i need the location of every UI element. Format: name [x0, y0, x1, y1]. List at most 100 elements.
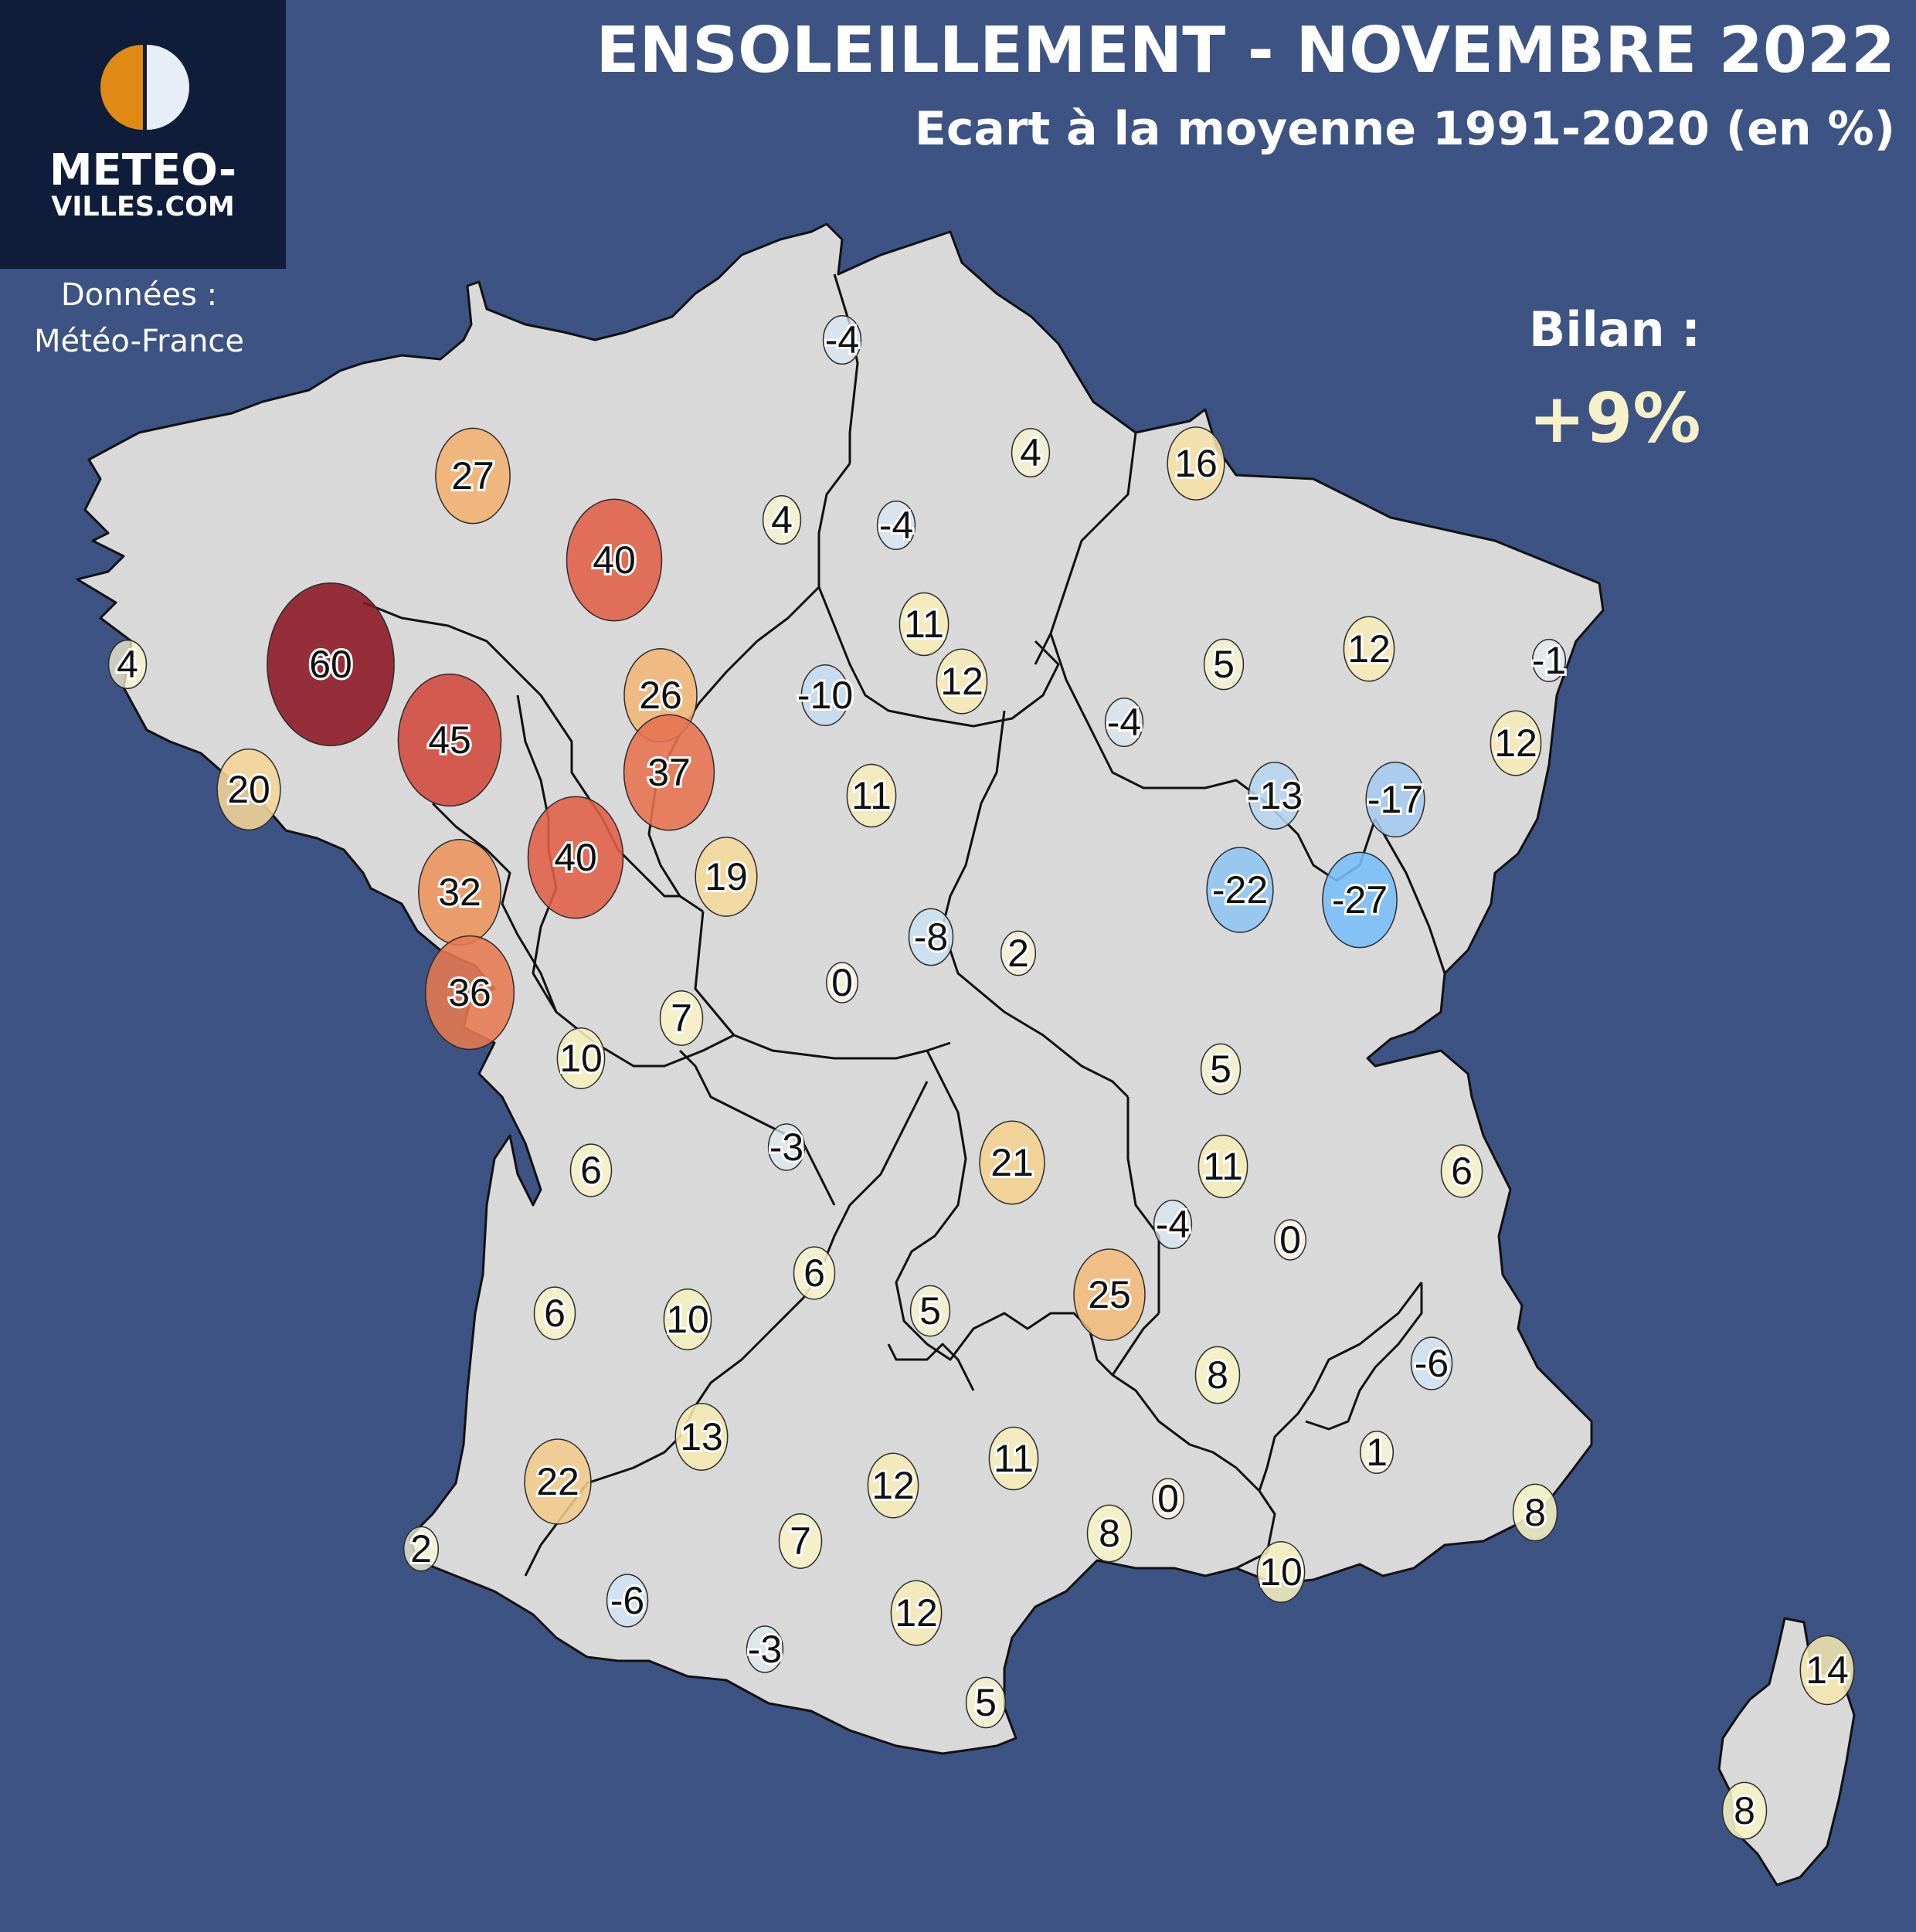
station-marker: 8 — [1512, 1483, 1558, 1542]
logo-text-line2: VILLES.COM — [51, 192, 235, 222]
station-value: 5 — [1213, 643, 1235, 686]
station-value: 19 — [705, 855, 748, 898]
station-bubble — [793, 1246, 836, 1300]
station-value: 40 — [554, 836, 597, 879]
station-marker: 1 — [1359, 1428, 1395, 1476]
station-marker: 11 — [899, 592, 950, 657]
station-bubble — [397, 673, 502, 807]
station-bubble — [867, 1452, 919, 1519]
station-value: 7 — [671, 997, 692, 1040]
station-marker: 4 — [1011, 427, 1051, 478]
station-marker: 10 — [663, 1289, 712, 1350]
station-marker: 20 — [216, 748, 281, 831]
station-bubble — [908, 908, 954, 966]
page-title: ENSOLEILLEMENT - NOVEMBRE 2022 — [596, 14, 1895, 87]
station-marker: -10 — [795, 664, 855, 726]
station-bubble — [876, 500, 916, 551]
station-marker: 21 — [979, 1120, 1045, 1205]
station-value: 11 — [851, 774, 892, 817]
station-bubble — [1799, 1635, 1855, 1706]
station-bubble — [524, 1438, 592, 1525]
station-marker: -4 — [1153, 1199, 1193, 1250]
station-value: 6 — [580, 1149, 602, 1192]
station-value: -22 — [1212, 868, 1268, 912]
station-value: -13 — [1247, 774, 1303, 817]
station-bubble — [1273, 1219, 1307, 1261]
station-marker: 2 — [1000, 929, 1037, 977]
station-bubble — [403, 1526, 440, 1572]
page-subtitle: Ecart à la moyenne 1991-2020 (en %) — [914, 102, 1895, 156]
station-value: 11 — [1203, 1145, 1243, 1188]
station-value: 10 — [1259, 1550, 1303, 1594]
station-marker: 22 — [524, 1438, 592, 1525]
station-bubble — [762, 494, 802, 545]
station-value: 0 — [1279, 1218, 1301, 1261]
station-bubble — [569, 1143, 613, 1197]
station-marker: -1 — [1530, 637, 1568, 684]
station-marker: 32 — [418, 839, 501, 946]
station-value: 22 — [536, 1460, 579, 1503]
station-value: 20 — [227, 768, 270, 811]
station-bubble — [822, 314, 862, 365]
station-value: 27 — [451, 454, 494, 497]
station-marker: 6 — [569, 1143, 613, 1197]
source-name: Météo-France — [33, 324, 245, 359]
station-bubble — [965, 1676, 1007, 1729]
station-bubble — [890, 1580, 943, 1646]
station-marker: 37 — [623, 714, 715, 831]
station-bubble — [1153, 1199, 1193, 1250]
station-value: 8 — [1734, 1789, 1755, 1832]
station-value: -10 — [797, 674, 853, 717]
station-bubble — [435, 427, 511, 525]
station-bubble — [663, 1289, 712, 1350]
station-bubble — [988, 1426, 1039, 1491]
station-marker: 6 — [533, 1286, 576, 1340]
station-marker: -17 — [1365, 761, 1425, 838]
station-marker: 12 — [867, 1452, 919, 1519]
station-bubble — [767, 1123, 806, 1171]
station-bubble — [1440, 1144, 1483, 1198]
station-bubble — [1011, 427, 1051, 478]
station-value: -17 — [1367, 778, 1423, 821]
station-value: -6 — [1415, 1342, 1449, 1385]
station-marker: 8 — [1194, 1346, 1241, 1404]
station-value: 11 — [904, 603, 944, 646]
station-bubble — [623, 714, 715, 831]
station-value: -3 — [769, 1126, 803, 1169]
station-value: 10 — [666, 1298, 709, 1341]
station-bubble — [566, 498, 663, 622]
station-marker: -3 — [767, 1123, 806, 1171]
station-marker: 10 — [1256, 1541, 1306, 1603]
station-value: 11 — [994, 1437, 1034, 1480]
station-value: -1 — [1532, 639, 1566, 682]
station-value: 5 — [919, 1289, 941, 1333]
station-bubble — [1200, 1043, 1242, 1095]
station-bubble — [695, 837, 758, 917]
source-label: Données : — [60, 277, 218, 313]
station-marker: 8 — [1721, 1781, 1768, 1840]
station-value: 6 — [803, 1251, 825, 1295]
station-value: -3 — [748, 1628, 782, 1671]
station-bubble — [1198, 1134, 1248, 1199]
station-bubble — [909, 1285, 951, 1337]
station-bubble — [1194, 1346, 1241, 1404]
station-bubble — [979, 1120, 1045, 1205]
station-bubble — [1203, 638, 1245, 691]
station-bubble — [107, 639, 148, 690]
station-bubble — [533, 1286, 576, 1340]
station-marker: 4 — [762, 494, 802, 545]
station-bubble — [1490, 710, 1542, 776]
station-marker: 2 — [403, 1525, 440, 1573]
station-bubble — [1104, 697, 1144, 748]
station-marker: -6 — [606, 1574, 649, 1628]
logo-text-line1: METEO- — [49, 145, 237, 195]
station-marker: 12 — [936, 648, 988, 715]
station-value: 0 — [1157, 1477, 1179, 1520]
station-bubble — [1086, 1504, 1133, 1563]
station-value: -4 — [1107, 701, 1141, 744]
station-value: 32 — [438, 871, 481, 914]
station-value: -4 — [1156, 1203, 1190, 1246]
